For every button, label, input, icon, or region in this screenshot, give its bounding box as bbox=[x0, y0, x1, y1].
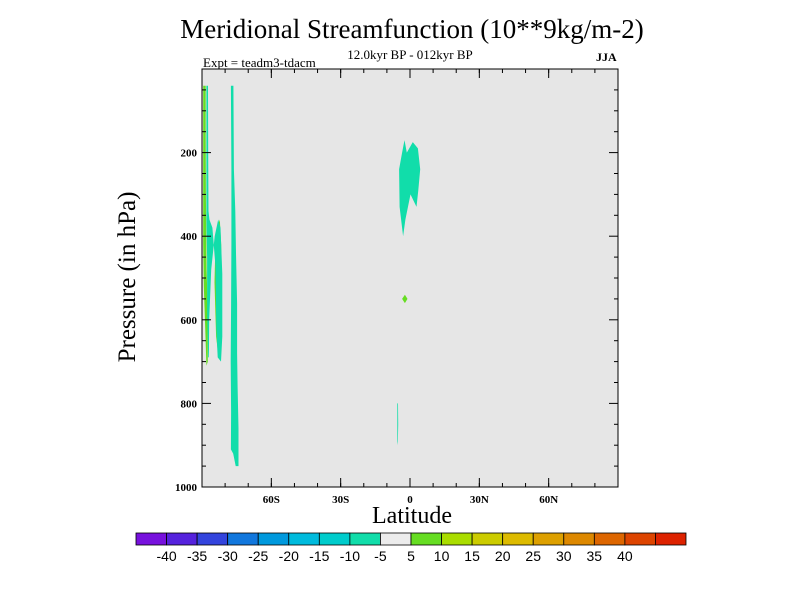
colorbar-label: 25 bbox=[525, 548, 541, 564]
colorbar-swatch bbox=[227, 532, 259, 546]
season-label: JJA bbox=[596, 50, 617, 64]
y-tick-label: 200 bbox=[181, 148, 198, 160]
colorbar-swatch bbox=[166, 532, 198, 546]
colorbar-swatch bbox=[563, 532, 595, 546]
colorbar-swatch bbox=[349, 532, 381, 546]
colorbar-swatch bbox=[502, 532, 534, 546]
y-tick-label: 400 bbox=[181, 231, 198, 243]
region-positive-5-10-strip-far-south bbox=[203, 85, 208, 366]
y-tick-label: 800 bbox=[181, 398, 198, 410]
chart-title: Meridional Streamfunction (10**9kg/m-2) bbox=[180, 14, 644, 44]
y-tick-label: 1000 bbox=[175, 482, 198, 494]
contour-regions bbox=[203, 85, 421, 467]
colorbar-label: -40 bbox=[156, 548, 176, 564]
x-tick-label: 30N bbox=[470, 494, 489, 506]
colorbar-swatch bbox=[380, 532, 412, 546]
x-tick-label: 60S bbox=[263, 494, 280, 506]
colorbar-label: 5 bbox=[407, 548, 415, 564]
colorbar-swatch bbox=[135, 532, 167, 546]
chart-subtitle: 12.0kyr BP - 012kyr BP bbox=[347, 47, 473, 62]
colorbar-label: -30 bbox=[218, 548, 238, 564]
colorbar-swatch bbox=[593, 532, 626, 546]
x-tick-label: 30S bbox=[332, 494, 349, 506]
colorbar-swatch bbox=[410, 532, 442, 546]
colorbar-swatch bbox=[655, 532, 687, 546]
x-tick-label: 0 bbox=[407, 494, 413, 506]
plot-background bbox=[202, 69, 618, 487]
colorbar-label: 30 bbox=[556, 548, 572, 564]
colorbar-swatch bbox=[196, 532, 229, 546]
colorbar-label: 15 bbox=[464, 548, 480, 564]
colorbar-label: 35 bbox=[587, 548, 603, 564]
experiment-label: Expt = teadm3-tdacm bbox=[203, 55, 316, 70]
region-negative-5-10-band-east bbox=[230, 85, 239, 467]
colorbar-swatch bbox=[288, 532, 320, 546]
colorbar-label: -25 bbox=[248, 548, 268, 564]
colorbar-swatch bbox=[471, 532, 504, 546]
colorbar-label: -35 bbox=[187, 548, 207, 564]
colorbar-label: -10 bbox=[340, 548, 360, 564]
region-positive-5-10-spot-equator bbox=[402, 294, 408, 304]
colorbar-swatch bbox=[624, 532, 656, 546]
colorbar-swatch bbox=[441, 532, 473, 546]
region-negative-5-10-band-west bbox=[206, 85, 223, 362]
colorbar: -40 -35 -30 -25 -20 -15 -10 -5 5 10 15 20 25 30 35 40 bbox=[135, 532, 687, 564]
x-axis-label: Latitude bbox=[372, 503, 452, 529]
colorbar-label: -5 bbox=[374, 548, 387, 564]
colorbar-swatch bbox=[532, 532, 565, 546]
colorbar-label: -15 bbox=[309, 548, 329, 564]
x-tick-label: 60N bbox=[539, 494, 558, 506]
colorbar-label: 20 bbox=[495, 548, 511, 564]
colorbar-swatch bbox=[318, 532, 351, 546]
region-negative-5-10-tropopause-equator bbox=[399, 140, 421, 237]
colorbar-label: 10 bbox=[434, 548, 450, 564]
y-tick-label: 600 bbox=[181, 315, 198, 327]
region-negative-5-10-sliver-lower bbox=[397, 403, 399, 446]
colorbar-label: -20 bbox=[279, 548, 299, 564]
colorbar-swatch bbox=[257, 532, 290, 546]
colorbar-label: 40 bbox=[617, 548, 633, 564]
axis-ticks: 60S 30S 0 30N 60N 200 400 600 800 1000 bbox=[175, 69, 618, 506]
